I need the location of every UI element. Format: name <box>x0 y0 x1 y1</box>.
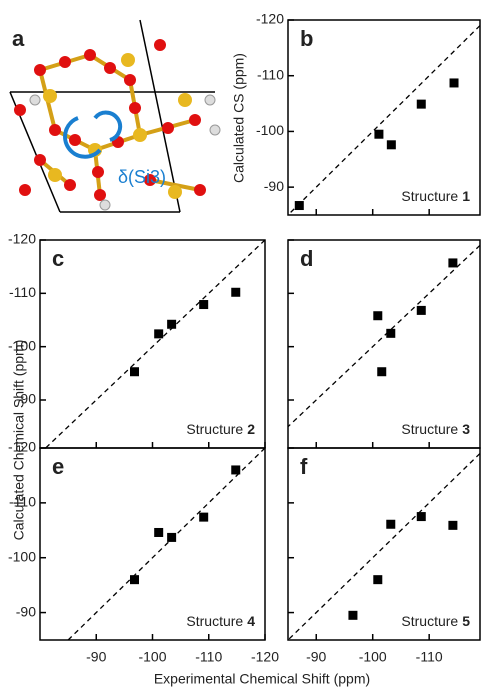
annotation-number: 3 <box>462 421 470 437</box>
annotation-number: 4 <box>247 613 255 629</box>
y-tick-label: -110 <box>257 66 284 82</box>
structure-drawing <box>10 20 220 212</box>
marker <box>450 78 459 87</box>
identity-line <box>46 240 265 448</box>
marker <box>387 140 396 149</box>
marker <box>199 300 208 309</box>
panel-label: c <box>52 246 64 271</box>
y-tick-label: -100 <box>256 122 284 138</box>
marker <box>417 100 426 109</box>
y-tick-label: -90 <box>16 391 36 407</box>
annotation-text: Structure <box>186 613 243 629</box>
annotation: δ(Si3) <box>118 167 166 187</box>
annotation-text: Structure <box>401 613 458 629</box>
marker <box>348 611 357 620</box>
marker <box>154 329 163 338</box>
plot-frame <box>40 448 265 640</box>
marker <box>231 288 240 297</box>
annotation-number: 2 <box>247 421 255 437</box>
marker <box>373 575 382 584</box>
marker <box>130 367 139 376</box>
y-tick-label: -110 <box>9 284 36 300</box>
identity-line <box>288 245 480 426</box>
marker <box>154 528 163 537</box>
x-tick-label: -100 <box>359 649 387 665</box>
y-axis-label: Calculated CS (ppm) <box>231 53 247 183</box>
marker <box>373 311 382 320</box>
panel-label: f <box>300 454 308 479</box>
marker <box>417 306 426 315</box>
panel-label: a <box>12 26 25 51</box>
marker <box>199 513 208 522</box>
panel-label: d <box>300 246 313 271</box>
y-tick-label: -120 <box>8 231 36 247</box>
marker <box>448 258 457 267</box>
x-tick-label: -90 <box>86 649 106 665</box>
marker <box>295 201 304 210</box>
y-tick-label: -90 <box>16 603 36 619</box>
x-tick-label: -110 <box>195 649 222 665</box>
marker <box>167 533 176 542</box>
x-tick-label: -100 <box>138 649 166 665</box>
annotation-text: Structure <box>401 421 458 437</box>
x-tick-label: -110 <box>416 649 443 665</box>
annotation-number: 1 <box>462 188 470 204</box>
identity-line <box>68 448 265 640</box>
plot-frame <box>288 240 480 448</box>
y-tick-label: -120 <box>256 11 284 27</box>
marker <box>374 130 383 139</box>
y-tick-label: -100 <box>8 548 36 564</box>
marker <box>231 465 240 474</box>
marker <box>377 367 386 376</box>
panel-label: b <box>300 26 313 51</box>
annotation-text: Structure <box>401 188 458 204</box>
x-tick-label: -120 <box>251 649 279 665</box>
y-tick-label: -100 <box>8 337 36 353</box>
y-tick-label: -120 <box>8 439 36 455</box>
annotation-number: 5 <box>462 613 470 629</box>
identity-line <box>288 26 480 215</box>
marker <box>130 575 139 584</box>
marker <box>386 520 395 529</box>
y-tick-label: -110 <box>9 494 36 510</box>
annotation-text: Structure <box>186 421 243 437</box>
y-tick-label: -90 <box>264 178 284 194</box>
figure: a δ(Si3) Calculated CS (ppm) Calculated … <box>0 0 486 691</box>
marker <box>167 320 176 329</box>
x-axis-label: Experimental Chemical Shift (ppm) <box>154 671 370 687</box>
x-tick-label: -90 <box>306 649 326 665</box>
marker <box>417 512 426 521</box>
panel-label: e <box>52 454 64 479</box>
marker <box>448 521 457 530</box>
marker <box>386 329 395 338</box>
